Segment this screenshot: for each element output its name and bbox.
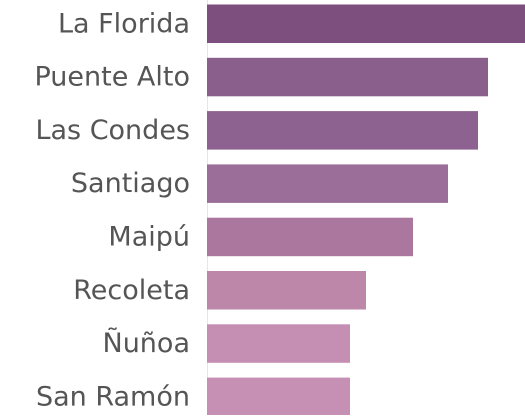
category-label: Ñuñoa [103,327,191,359]
bar [207,377,350,417]
category-label: La Florida [58,8,190,39]
bar [207,217,413,257]
bar [207,57,488,97]
bar [207,271,366,310]
category-label: Recoleta [73,275,190,306]
category-label: San Ramón [36,381,190,412]
category-label: Santiago [71,168,190,199]
bar [207,4,525,43]
category-label: Puente Alto [34,62,190,93]
bar [207,324,350,363]
bar [207,111,478,150]
category-label: Las Condes [35,115,190,146]
bar [207,164,448,203]
category-label: Maipú [108,221,190,252]
